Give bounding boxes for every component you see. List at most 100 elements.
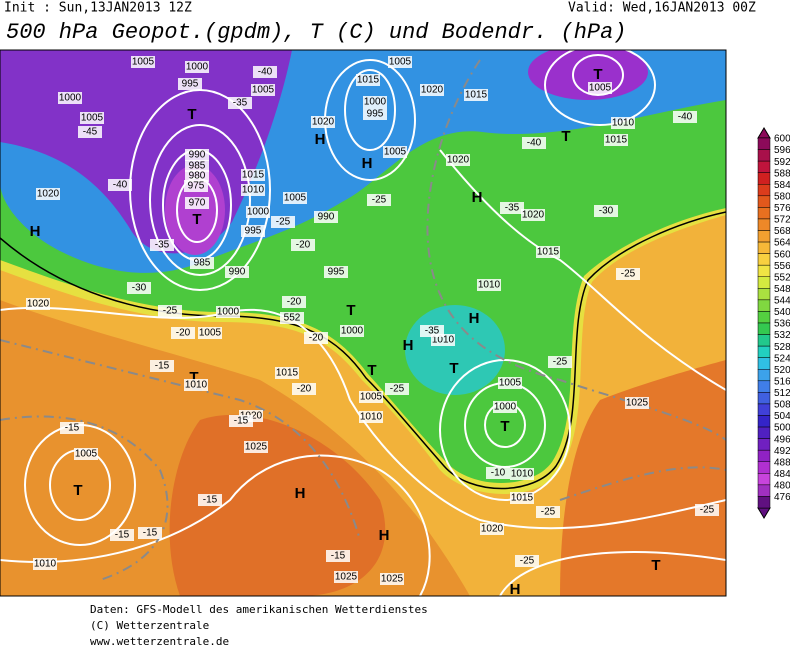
colorbar-label: 500 — [774, 423, 790, 434]
contour-label: 1005 — [132, 57, 155, 68]
label-bg — [36, 188, 60, 200]
pressure-center: H — [469, 310, 480, 327]
contour-label: -25 — [276, 217, 291, 228]
colorbar-cell — [757, 184, 771, 197]
contour-label: 990 — [318, 212, 335, 223]
footer-line: Daten: GFS-Modell des amerikanischen Wet… — [90, 603, 428, 616]
contour-label: 1025 — [381, 574, 404, 585]
label-bg — [477, 279, 501, 291]
label-bg — [271, 216, 295, 228]
contour-label: -15 — [155, 361, 170, 372]
label-bg — [548, 356, 572, 368]
contour-label: 1005 — [589, 83, 612, 94]
colorbar-label: 524 — [774, 353, 790, 364]
colorbar-label: 580 — [774, 191, 790, 202]
contour-label: -20 — [309, 333, 324, 344]
colorbar-cell — [757, 137, 771, 150]
label-bg — [33, 558, 57, 570]
contour-label: 1005 — [360, 392, 383, 403]
colorbar-cell — [757, 473, 771, 486]
contour-label: 1010 — [242, 185, 265, 196]
contour-label: 1010 — [511, 469, 534, 480]
contour-label: 1020 — [421, 85, 444, 96]
pressure-center: H — [379, 527, 390, 544]
colorbar-label: 532 — [774, 330, 790, 341]
label-bg — [588, 82, 612, 94]
colorbar-label: 576 — [774, 203, 790, 214]
label-bg — [359, 391, 383, 403]
init-time: Init : Sun,13JAN2013 12Z — [4, 1, 192, 16]
colorbar-cell — [757, 195, 771, 208]
contour-label: 980 — [189, 171, 206, 182]
pressure-center: H — [315, 131, 326, 148]
contour-label: -25 — [621, 269, 636, 280]
label-bg — [363, 96, 387, 108]
contour-label: -25 — [520, 556, 535, 567]
contour-label: -35 — [233, 98, 248, 109]
colorbar-cell — [757, 438, 771, 451]
contour-label: 1000 — [364, 97, 387, 108]
colorbar-label: 540 — [774, 307, 790, 318]
label-bg — [280, 312, 304, 324]
colorbar-cell — [757, 369, 771, 382]
contour-label: 970 — [189, 198, 206, 209]
contour-label: 1005 — [75, 449, 98, 460]
colorbar-cell — [757, 253, 771, 266]
contour-label: -20 — [297, 384, 312, 395]
label-bg — [521, 209, 545, 221]
colorbar-label: 588 — [774, 168, 790, 179]
label-bg — [334, 571, 358, 583]
colorbar-label: 544 — [774, 296, 790, 307]
contour-label: 1005 — [499, 378, 522, 389]
colorbar-label: 508 — [774, 400, 790, 411]
contour-label: -40 — [258, 67, 273, 78]
label-bg — [383, 146, 407, 158]
contour-label: 1005 — [81, 113, 104, 124]
contour-label: -35 — [505, 203, 520, 214]
contour-label: 990 — [189, 150, 206, 161]
colorbar-cell — [757, 230, 771, 243]
contour-label: -15 — [143, 528, 158, 539]
label-bg — [184, 379, 208, 391]
label-bg — [185, 170, 209, 182]
contour-label: 1025 — [335, 572, 358, 583]
colorbar-label: 564 — [774, 238, 790, 249]
colorbar-label: 560 — [774, 249, 790, 260]
label-bg — [594, 205, 618, 217]
contour-label: 1015 — [511, 493, 534, 504]
label-bg — [246, 206, 270, 218]
colorbar-label: 536 — [774, 319, 790, 330]
contour-label: -25 — [541, 507, 556, 518]
pressure-center: T — [500, 418, 509, 435]
colorbar-cell — [757, 484, 771, 497]
contour-label: -25 — [390, 384, 405, 395]
contour-label: -20 — [287, 297, 302, 308]
colorbar-label: 556 — [774, 261, 790, 272]
contour-label: 552 — [284, 313, 301, 324]
contour-label: -30 — [599, 206, 614, 217]
colorbar-label: 572 — [774, 215, 790, 226]
contour-label: -40 — [527, 138, 542, 149]
colorbar-cell — [757, 218, 771, 231]
colorbar-cell — [757, 276, 771, 289]
colorbar-label: 552 — [774, 272, 790, 283]
contour-label: -25 — [553, 357, 568, 368]
contour-label: 1020 — [37, 189, 60, 200]
label-bg — [283, 192, 307, 204]
contour-label: 995 — [245, 226, 262, 237]
contour-label: 990 — [229, 267, 246, 278]
colorbar-cell — [757, 241, 771, 254]
contour-label: -15 — [65, 423, 80, 434]
pressure-center: T — [651, 557, 660, 574]
contour-label: 1020 — [312, 117, 335, 128]
label-bg — [536, 506, 560, 518]
contour-label: 1010 — [34, 559, 57, 570]
isotherms — [0, 59, 726, 581]
label-bg — [185, 61, 209, 73]
contour-label: 1005 — [384, 147, 407, 158]
contour-label: 1020 — [522, 210, 545, 221]
contour-label: -45 — [83, 127, 98, 138]
colorbar-cell — [757, 322, 771, 335]
